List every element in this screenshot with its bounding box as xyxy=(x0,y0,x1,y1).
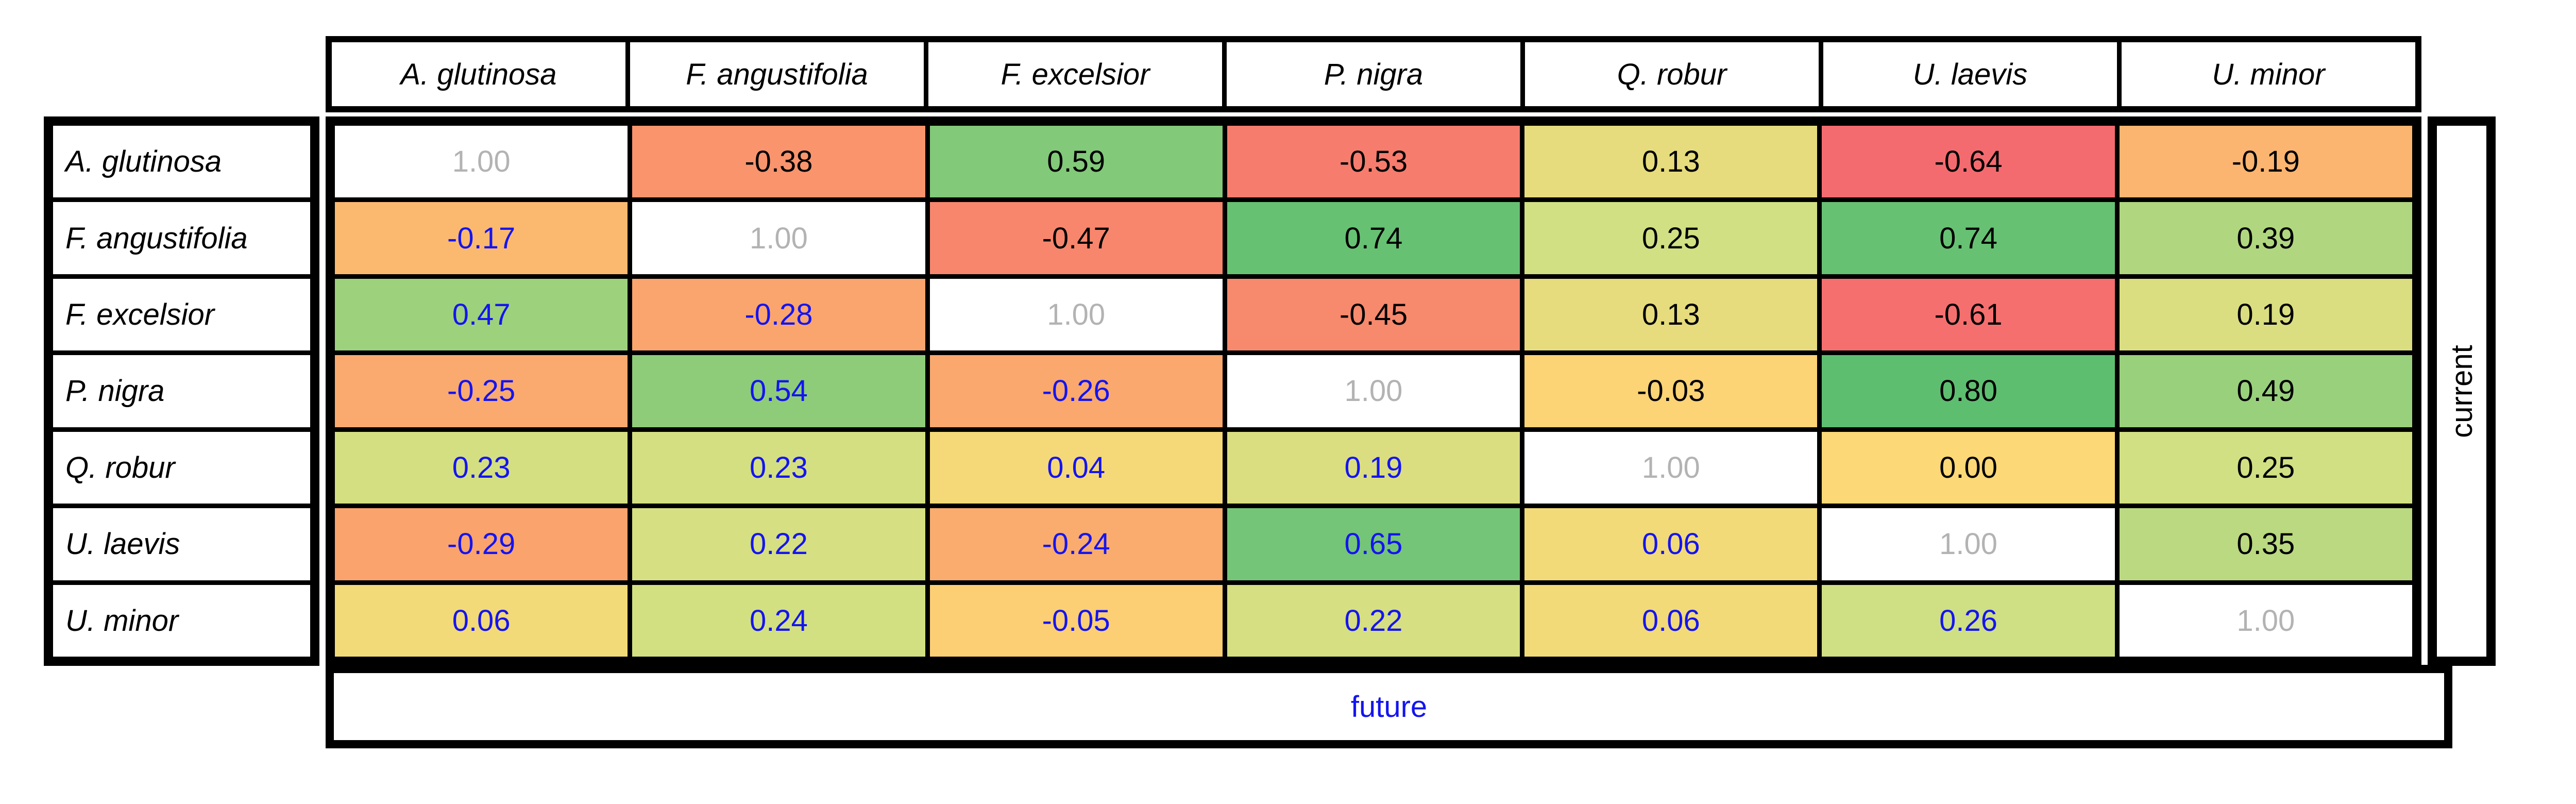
column-header: A. glutinosa xyxy=(332,42,625,106)
current-correlation-cell: -0.64 xyxy=(1822,126,2115,198)
diagonal-cell: 1.00 xyxy=(335,126,628,198)
current-correlation-cell: -0.45 xyxy=(1227,278,1520,351)
future-correlation-cell: -0.05 xyxy=(929,584,1223,657)
current-correlation-cell: -0.47 xyxy=(929,202,1223,274)
row-label: P. nigra xyxy=(53,355,310,427)
future-correlation-cell: 0.19 xyxy=(1227,431,1520,504)
diagonal-cell: 1.00 xyxy=(1822,508,2115,580)
diagonal-cell: 1.00 xyxy=(1524,431,1818,504)
current-correlation-cell: 0.39 xyxy=(2119,202,2412,274)
column-header: F. excelsior xyxy=(928,42,1222,106)
future-correlation-cell: 0.23 xyxy=(335,431,628,504)
diagonal-cell: 1.00 xyxy=(929,278,1223,351)
future-correlation-cell: 0.22 xyxy=(1227,584,1520,657)
future-correlation-cell: -0.28 xyxy=(632,278,925,351)
current-correlation-cell: 0.19 xyxy=(2119,278,2412,351)
future-correlation-cell: -0.17 xyxy=(335,202,628,274)
column-header: F. angustifolia xyxy=(630,42,924,106)
future-correlation-cell: 0.24 xyxy=(632,584,925,657)
future-correlation-cell: -0.24 xyxy=(929,508,1223,580)
current-correlation-cell: -0.03 xyxy=(1524,355,1818,427)
column-header-row: A. glutinosa F. angustifolia F. excelsior P… xyxy=(326,36,2421,112)
future-correlation-cell: 0.06 xyxy=(1524,508,1818,580)
current-correlation-cell: 0.80 xyxy=(1822,355,2115,427)
current-correlation-cell: -0.19 xyxy=(2119,126,2412,198)
future-correlation-cell: 0.22 xyxy=(632,508,925,580)
future-correlation-cell: 0.54 xyxy=(632,355,925,427)
row-label: U. laevis xyxy=(53,508,310,580)
current-correlation-cell: -0.61 xyxy=(1822,278,2115,351)
future-correlation-cell: 0.26 xyxy=(1822,584,2115,657)
row-label: Q. robur xyxy=(53,431,310,504)
diagonal-cell: 1.00 xyxy=(2119,584,2412,657)
future-axis-band: future xyxy=(326,665,2452,748)
current-correlation-cell: -0.38 xyxy=(632,126,925,198)
row-label-column: A. glutinosa F. angustifolia F. excelsior P… xyxy=(44,116,319,666)
future-correlation-cell: -0.26 xyxy=(929,355,1223,427)
row-label: U. minor xyxy=(53,584,310,657)
future-correlation-cell: 0.65 xyxy=(1227,508,1520,580)
current-correlation-cell: 0.74 xyxy=(1822,202,2115,274)
column-header: U. minor xyxy=(2122,42,2415,106)
diagonal-cell: 1.00 xyxy=(1227,355,1520,427)
row-label: A. glutinosa xyxy=(53,126,310,198)
correlation-matrix: 1.00 -0.38 0.59 -0.53 0.13 -0.64 -0.19 -0.17 1.0… xyxy=(326,116,2421,666)
future-correlation-cell: 0.23 xyxy=(632,431,925,504)
future-correlation-cell: 0.06 xyxy=(335,584,628,657)
current-correlation-cell: 0.13 xyxy=(1524,126,1818,198)
column-header: P. nigra xyxy=(1227,42,1520,106)
current-correlation-cell: 0.35 xyxy=(2119,508,2412,580)
future-correlation-cell: -0.25 xyxy=(335,355,628,427)
column-header: U. laevis xyxy=(1823,42,2117,106)
future-correlation-cell: 0.47 xyxy=(335,278,628,351)
current-correlation-cell: 0.59 xyxy=(929,126,1223,198)
current-axis-band: current xyxy=(2428,116,2496,666)
diagonal-cell: 1.00 xyxy=(632,202,925,274)
future-axis-label: future xyxy=(1350,690,1428,724)
future-correlation-cell: 0.06 xyxy=(1524,584,1818,657)
current-correlation-cell: 0.00 xyxy=(1822,431,2115,504)
current-axis-label: current xyxy=(2445,344,2479,438)
current-correlation-cell: 0.49 xyxy=(2119,355,2412,427)
row-label: F. excelsior xyxy=(53,278,310,351)
current-correlation-cell: 0.74 xyxy=(1227,202,1520,274)
column-header: Q. robur xyxy=(1525,42,1819,106)
future-correlation-cell: 0.04 xyxy=(929,431,1223,504)
current-correlation-cell: 0.13 xyxy=(1524,278,1818,351)
current-correlation-cell: 0.25 xyxy=(1524,202,1818,274)
row-label: F. angustifolia xyxy=(53,202,310,274)
current-correlation-cell: -0.53 xyxy=(1227,126,1520,198)
current-correlation-cell: 0.25 xyxy=(2119,431,2412,504)
future-correlation-cell: -0.29 xyxy=(335,508,628,580)
